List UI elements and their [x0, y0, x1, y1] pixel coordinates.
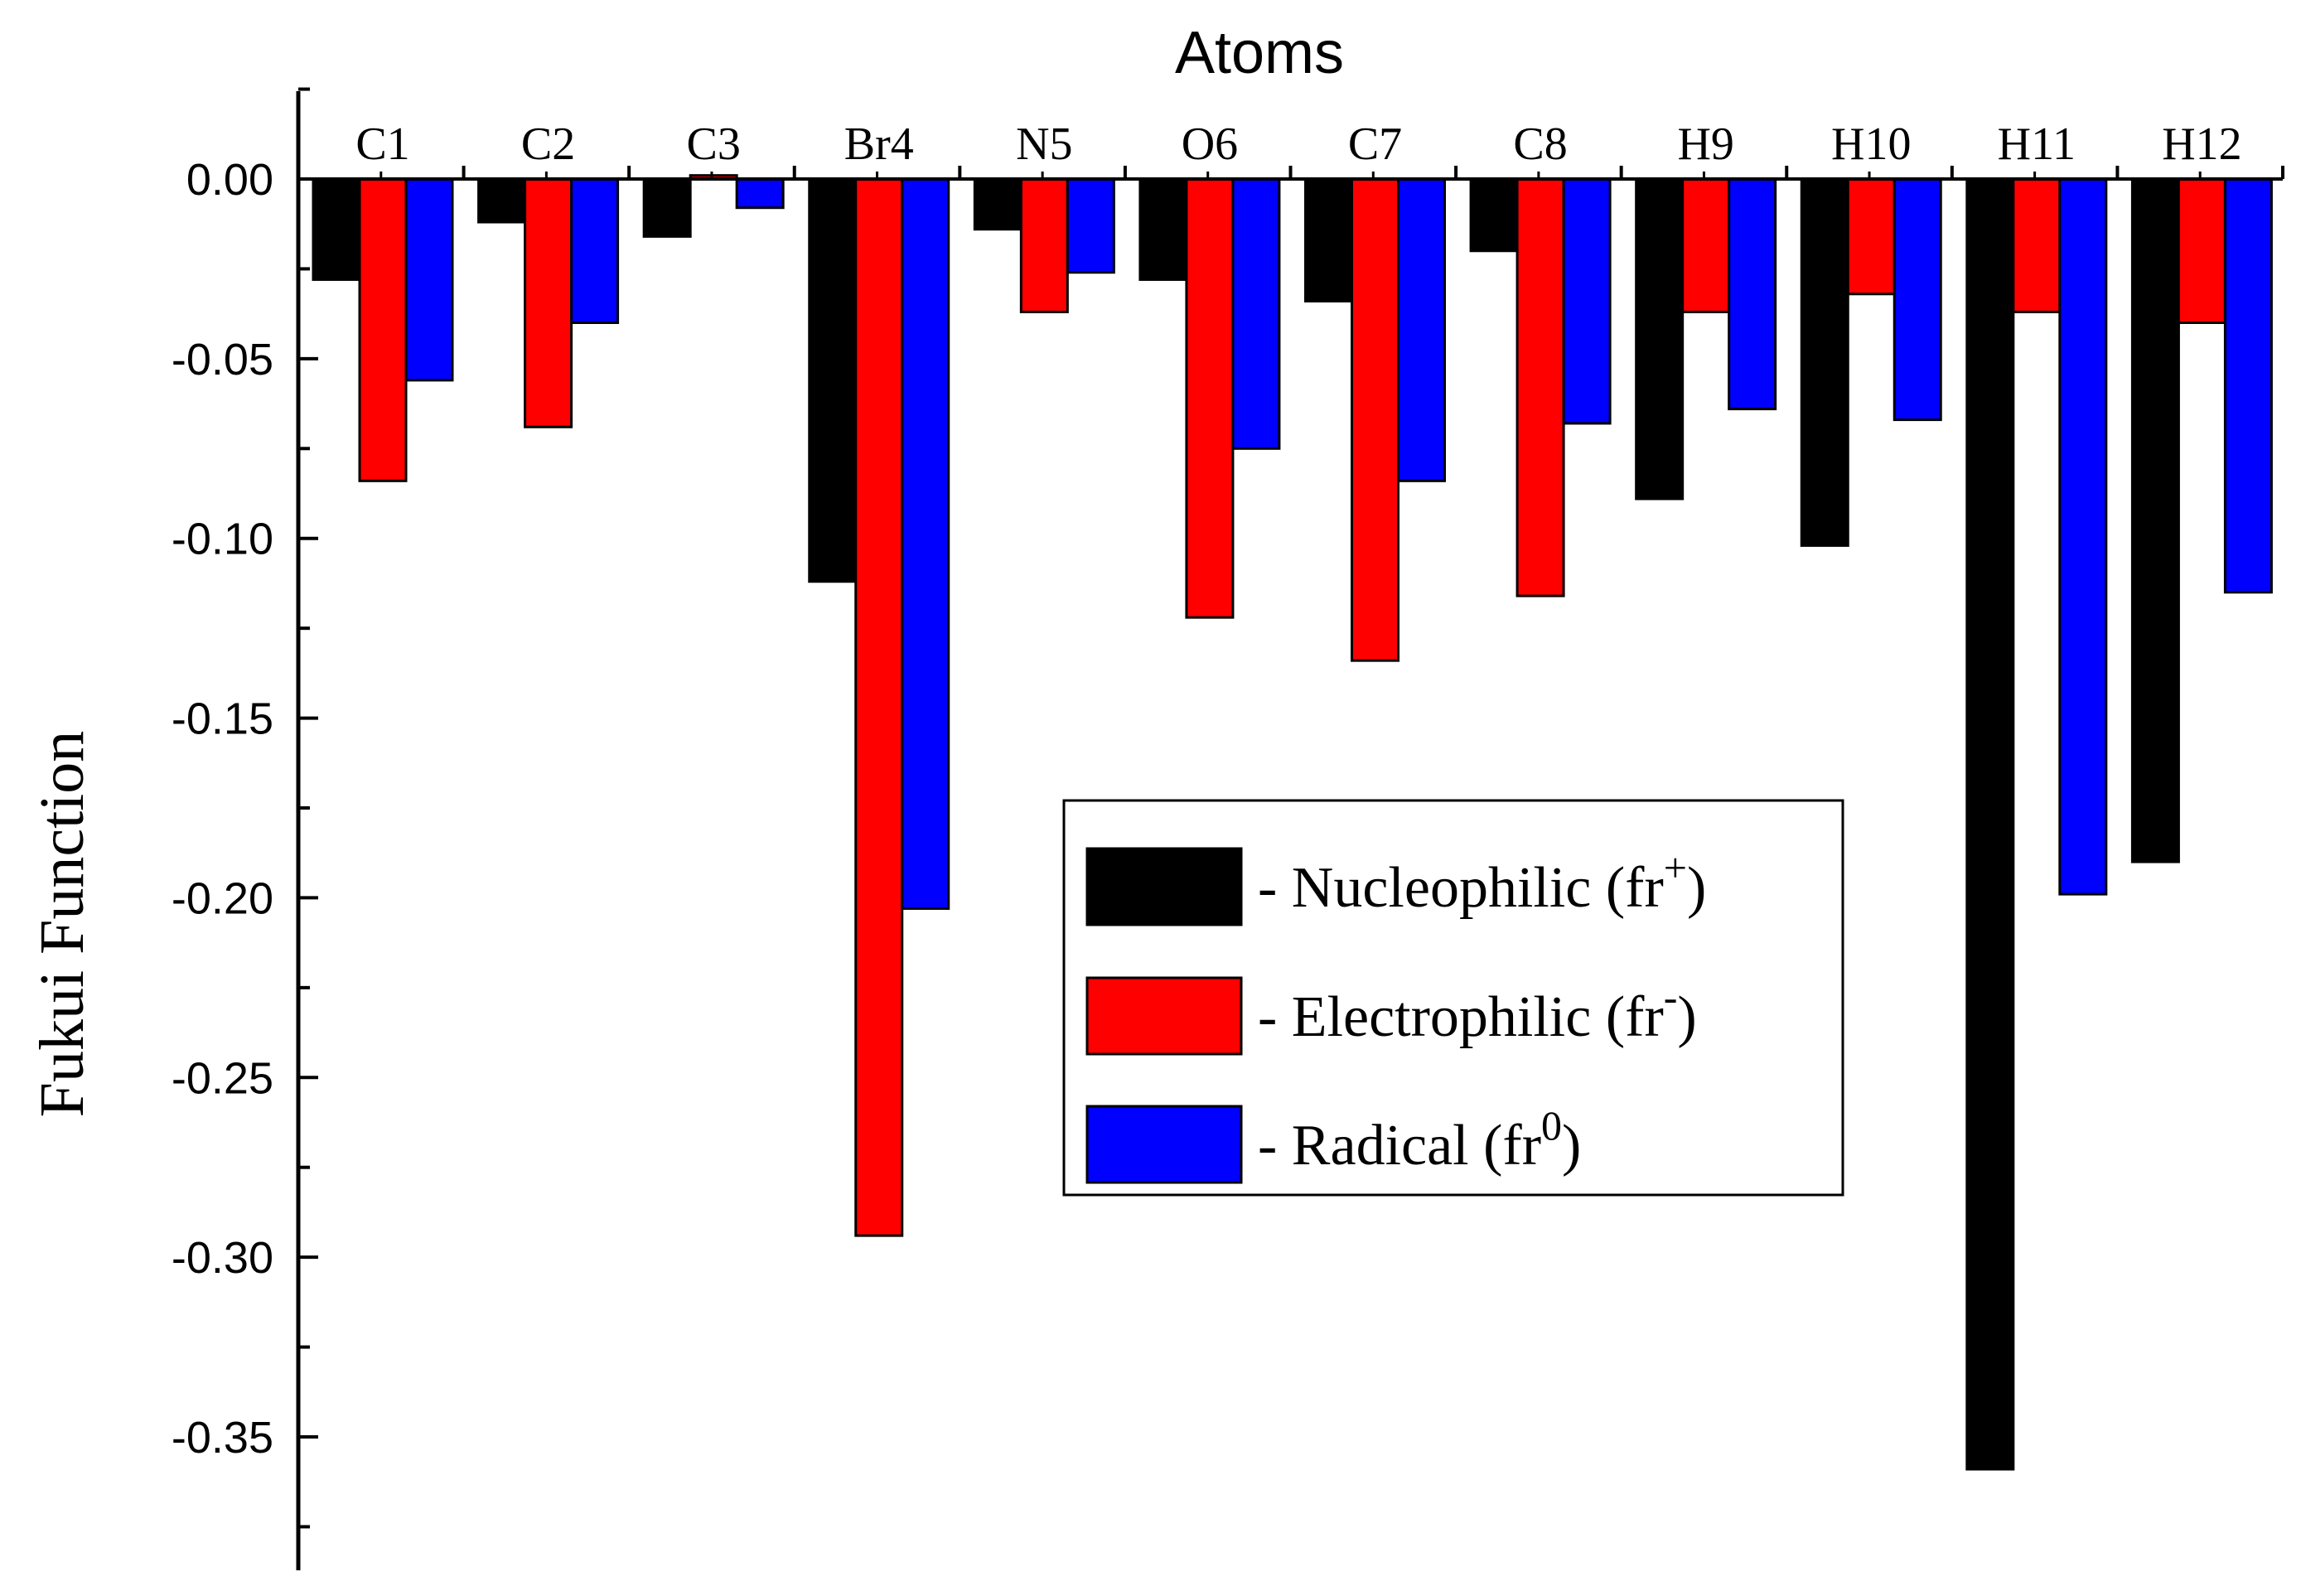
category-label: N5 — [1016, 118, 1072, 170]
x-axis-title: Atoms — [1175, 20, 1344, 86]
bar-radical-c8 — [1562, 177, 1612, 425]
y-axis-ticks — [298, 87, 318, 1529]
bar-nucleophilic-c1 — [312, 177, 361, 281]
category-label: H9 — [1677, 118, 1733, 170]
bar-radical-o6 — [1231, 177, 1281, 450]
category-label: C8 — [1513, 118, 1567, 170]
category-label: H10 — [1831, 118, 1911, 170]
bar-electrophilic-c8 — [1515, 177, 1565, 597]
legend-swatch-nucleophilic — [1085, 847, 1243, 926]
bar-nucleophilic-c3 — [642, 177, 692, 238]
category-label: H12 — [2162, 118, 2241, 170]
bar-nucleophilic-h10 — [1800, 177, 1849, 547]
category-label: C2 — [521, 118, 575, 170]
bar-nucleophilic-br4 — [808, 177, 858, 583]
legend: - Nucleophilic (fr+) - Electrophilic (fr-… — [1062, 799, 1844, 1197]
y-tick-label: -0.15 — [172, 694, 273, 744]
bar-nucleophilic-c8 — [1469, 177, 1519, 253]
category-label: C1 — [355, 118, 409, 170]
legend-swatch-radical — [1085, 1105, 1243, 1184]
bar-nucleophilic-h12 — [2130, 177, 2180, 863]
y-axis-title: Fukui Function — [27, 731, 97, 1118]
bar-radical-h10 — [1893, 177, 1942, 422]
category-label: O6 — [1182, 118, 1238, 170]
bar-radical-br4 — [901, 177, 950, 910]
legend-label-electrophilic: - Electrophilic (fr-) — [1258, 974, 1697, 1049]
bar-electrophilic-h11 — [2012, 177, 2062, 313]
category-labels: C1 C2 C3 Br4 N5 O6 C7 C8 H9 H10 H11 H12 — [355, 118, 2241, 170]
bar-radical-c1 — [404, 177, 454, 382]
bar-electrophilic-br4 — [854, 177, 904, 1237]
bar-electrophilic-n5 — [1019, 177, 1069, 313]
bar-electrophilic-h10 — [1846, 177, 1896, 296]
bar-radical-h9 — [1728, 177, 1777, 411]
category-label: C7 — [1348, 118, 1402, 170]
category-label: C3 — [686, 118, 740, 170]
bar-radical-c3 — [735, 177, 785, 210]
bar-electrophilic-o6 — [1185, 177, 1235, 619]
bar-electrophilic-h9 — [1681, 177, 1731, 313]
bar-radical-n5 — [1066, 177, 1115, 274]
bar-radical-h12 — [2223, 177, 2273, 594]
y-tick-label: -0.35 — [172, 1413, 273, 1463]
bar-electrophilic-c2 — [524, 177, 573, 428]
bar-nucleophilic-c7 — [1304, 177, 1353, 302]
legend-swatch-electrophilic — [1085, 976, 1243, 1056]
bar-nucleophilic-c2 — [477, 177, 527, 224]
bar-electrophilic-h12 — [2177, 177, 2226, 324]
bar-nucleophilic-o6 — [1138, 177, 1188, 281]
x-axis-top — [297, 166, 2284, 181]
y-tick-label: 0.00 — [186, 155, 273, 205]
bar-nucleophilic-h9 — [1635, 177, 1685, 501]
legend-label-nucleophilic: - Nucleophilic (fr+) — [1258, 844, 1706, 920]
y-tick-label: -0.05 — [172, 335, 273, 384]
y-tick-label: -0.25 — [172, 1053, 273, 1103]
legend-label-radical: - Radical (fr0) — [1258, 1102, 1581, 1178]
bar-radical-h11 — [2058, 177, 2108, 896]
bar-nucleophilic-h11 — [1965, 177, 2015, 1471]
y-tick-label: -0.20 — [172, 873, 273, 923]
bar-electrophilic-c1 — [358, 177, 408, 482]
bar-electrophilic-c7 — [1351, 177, 1399, 662]
y-tick-label: -0.30 — [172, 1233, 273, 1283]
bar-radical-c7 — [1397, 177, 1446, 482]
y-tick-labels: 0.00 -0.05 -0.10 -0.15 -0.20 -0.25 -0.30 -0.35 — [172, 155, 273, 1463]
y-tick-label: -0.10 — [172, 515, 273, 564]
category-label: H11 — [1998, 118, 2076, 170]
bar-radical-c2 — [570, 177, 620, 324]
category-label: Br4 — [844, 118, 914, 170]
bar-nucleophilic-n5 — [973, 177, 1022, 231]
bars-group — [312, 174, 2273, 1471]
